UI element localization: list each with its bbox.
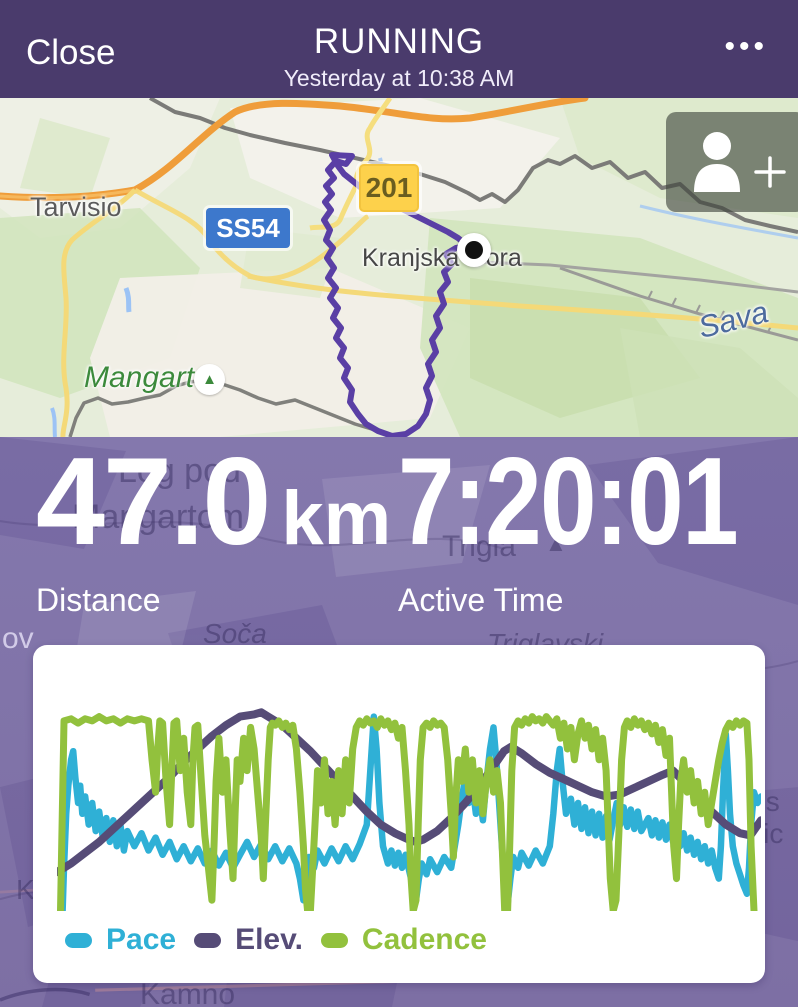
distance-label: Distance [36,582,161,618]
tag-friend-button[interactable] [666,112,798,212]
pace-legend-label: Pace [106,923,177,956]
header-titles: RUNNING Yesterday at 10:38 AM [0,0,798,90]
page-title: RUNNING [313,22,485,61]
ghost-label-soca: Soča [203,618,267,649]
active-time-value: 7:20:01 [398,433,739,571]
map-label-mangart: Mangart [84,361,195,394]
ghost-label-mangartom: Mangartom [72,498,244,536]
add-person-icon [694,132,786,192]
distance-unit: km [281,476,392,561]
more-options-button[interactable]: ••• [724,30,768,63]
active-time-label: Active Time [398,582,564,618]
elevation-legend-label: Elev. [235,923,303,956]
map-label-tarvisio: Tarvisio [30,192,122,222]
active-time-stat: 7:20:01 Active Time [398,440,798,619]
cadence-legend-label: Cadence [361,923,487,956]
distance-stat: 47.0 km Distance [36,440,391,619]
legend-item-cadence: Cadence [320,923,487,957]
route-path [321,152,471,437]
legend-item-pace: Pace [65,923,176,957]
ghost-label-k: K [16,874,35,905]
ghost-label-triglav-peak-icon: ▲ [545,531,567,556]
ghost-label-log-pod: Log pod [118,452,241,490]
map-label-kranjska-gora: Kranjska Gora [362,244,522,272]
route-map[interactable]: Tarvisio Kranjska Gora Mangart ▲ Sava SS… [0,98,798,437]
activity-chart [57,708,761,911]
road-badge-ss54: SS54 [206,208,290,248]
ghost-label-triglav: Trigla [442,530,516,563]
elevation-swatch-icon [194,932,222,948]
road-badge-201: 201 [359,164,419,212]
chart-legend: Pace Elev. Cadence [65,923,487,957]
close-button[interactable]: Close [26,33,116,72]
activity-chart-card: Pace Elev. Cadence [33,645,765,983]
cadence-swatch-icon [320,932,348,948]
mountain-peak-icon: ▲ [194,364,225,395]
activity-timestamp: Yesterday at 10:38 AM [283,65,515,91]
distance-value: 47.0 [36,433,271,571]
legend-item-elevation: Elev. [194,923,303,957]
ghost-label-ov: ov [2,622,34,655]
header-bar: Close RUNNING Yesterday at 10:38 AM ••• [0,0,798,98]
route-position-marker [457,233,491,267]
pace-swatch-icon [65,932,92,948]
